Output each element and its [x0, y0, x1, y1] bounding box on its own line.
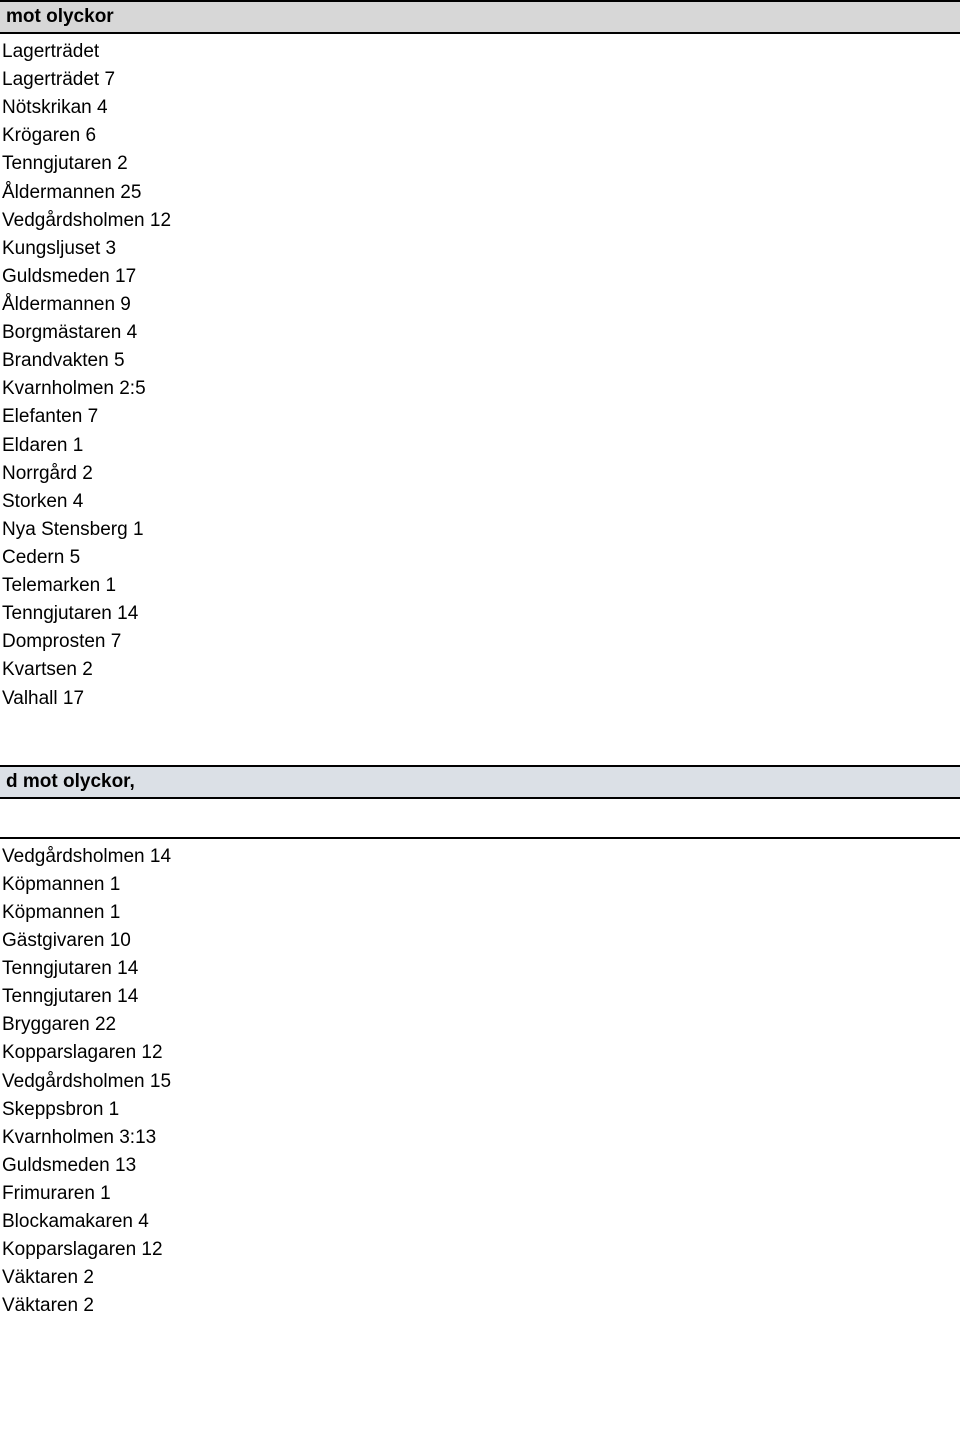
list-item: Köpmannen 1	[2, 871, 958, 899]
list-item: Guldsmeden 17	[2, 263, 958, 291]
section2-header: d mot olyckor,	[0, 765, 960, 799]
list-item: Tenngjutaren 14	[2, 955, 958, 983]
list-item: Telemarken 1	[2, 572, 958, 600]
list-item: Brandvakten 5	[2, 347, 958, 375]
list-item: Tenngjutaren 2	[2, 150, 958, 178]
list-item: Lagerträdet 7	[2, 66, 958, 94]
list-item: Kungsljuset 3	[2, 235, 958, 263]
list-item: Kvarnholmen 3:13	[2, 1124, 958, 1152]
section2-title: d mot olyckor,	[6, 771, 135, 792]
list-item: Nötskrikan 4	[2, 94, 958, 122]
list-item: Väktaren 2	[2, 1292, 958, 1320]
list-item: Skeppsbron 1	[2, 1096, 958, 1124]
list-item: Norrgård 2	[2, 460, 958, 488]
list-item: Nya Stensberg 1	[2, 516, 958, 544]
list-item: Blockamakaren 4	[2, 1208, 958, 1236]
page-root: mot olyckor LagerträdetLagerträdet 7Nöts…	[0, 0, 960, 1320]
list-item: Frimuraren 1	[2, 1180, 958, 1208]
list-item: Kopparslagaren 12	[2, 1039, 958, 1067]
list-item: Eldaren 1	[2, 432, 958, 460]
list-item: Köpmannen 1	[2, 899, 958, 927]
list-item: Valhall 17	[2, 685, 958, 713]
list-item: Tenngjutaren 14	[2, 983, 958, 1011]
list-item: Domprosten 7	[2, 628, 958, 656]
list-item: Åldermannen 25	[2, 179, 958, 207]
list-item: Vedgårdsholmen 12	[2, 207, 958, 235]
list-item: Krögaren 6	[2, 122, 958, 150]
list-item: Lagerträdet	[2, 38, 958, 66]
list-item: Storken 4	[2, 488, 958, 516]
list-item: Kvartsen 2	[2, 656, 958, 684]
list-item: Bryggaren 22	[2, 1011, 958, 1039]
list-item: Tenngjutaren 14	[2, 600, 958, 628]
list-item: Elefanten 7	[2, 403, 958, 431]
list-item: Åldermannen 9	[2, 291, 958, 319]
list-item: Vedgårdsholmen 14	[2, 843, 958, 871]
list-item: Guldsmeden 13	[2, 1152, 958, 1180]
list-item: Borgmästaren 4	[2, 319, 958, 347]
section1-header: mot olyckor	[0, 0, 960, 34]
section1-list: LagerträdetLagerträdet 7Nötskrikan 4Krög…	[0, 34, 960, 713]
list-item: Vedgårdsholmen 15	[2, 1068, 958, 1096]
list-item: Väktaren 2	[2, 1264, 958, 1292]
list-item: Cedern 5	[2, 544, 958, 572]
section2-list: Vedgårdsholmen 14Köpmannen 1Köpmannen 1G…	[0, 839, 960, 1321]
list-item: Kvarnholmen 2:5	[2, 375, 958, 403]
list-item: Gästgivaren 10	[2, 927, 958, 955]
section1-title: mot olyckor	[6, 6, 114, 27]
list-item: Kopparslagaren 12	[2, 1236, 958, 1264]
